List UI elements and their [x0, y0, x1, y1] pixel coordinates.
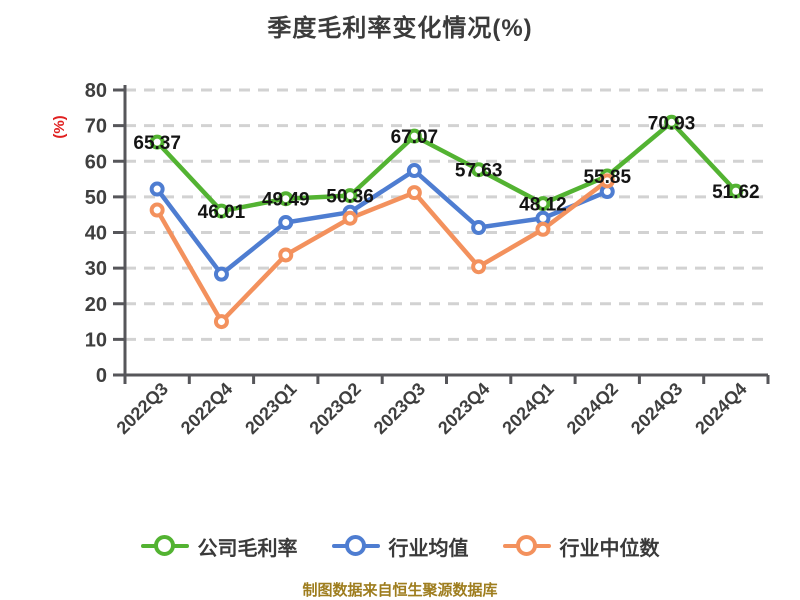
- data-label-company-gross-margin-2022Q4: 46.01: [198, 202, 246, 223]
- data-label-company-gross-margin-2024Q3: 70.93: [648, 113, 696, 134]
- point-industry-median-2023Q1[interactable]: [278, 247, 294, 263]
- point-company-gross-margin-2023Q4[interactable]: [471, 162, 487, 178]
- data-label-company-gross-margin-2023Q1: 49.49: [262, 190, 310, 211]
- x-label-2023Q1: 2023Q1: [241, 379, 300, 438]
- point-industry-mean-2023Q3[interactable]: [406, 163, 422, 179]
- legend-item-industry-median[interactable]: 行业中位数: [502, 532, 660, 561]
- point-company-gross-margin-2024Q1[interactable]: [535, 196, 551, 212]
- legend-label: 公司毛利率: [197, 537, 298, 560]
- y-tick-label-40: 40: [85, 223, 107, 245]
- y-tick-label-20: 20: [85, 294, 107, 316]
- line-marker-icon: [331, 535, 380, 556]
- point-industry-mean-2022Q3[interactable]: [149, 181, 165, 197]
- y-tick-label-50: 50: [85, 187, 107, 209]
- point-industry-median-2023Q3[interactable]: [406, 185, 422, 201]
- y-tick-label-0: 0: [96, 365, 107, 387]
- y-tick-label-80: 80: [85, 80, 107, 102]
- legend-circle-icon: [344, 535, 366, 556]
- data-label-company-gross-margin-2023Q2: 50.36: [326, 187, 374, 208]
- legend-label: 行业均值: [388, 537, 469, 560]
- data-label-company-gross-margin-2024Q2: 55.85: [583, 167, 631, 188]
- point-industry-median-2024Q2[interactable]: [599, 173, 615, 189]
- x-label-2024Q3: 2024Q3: [627, 379, 686, 438]
- x-label-2022Q4: 2022Q4: [177, 379, 236, 438]
- line-marker-icon: [502, 535, 551, 556]
- point-industry-median-2023Q2[interactable]: [342, 210, 358, 226]
- point-company-gross-margin-2023Q1[interactable]: [278, 191, 294, 207]
- point-industry-median-2022Q4[interactable]: [213, 314, 229, 330]
- point-company-gross-margin-2024Q4[interactable]: [728, 183, 744, 199]
- series-line-company-gross-margin: [154, 120, 739, 214]
- x-label-2023Q3: 2023Q3: [370, 379, 429, 438]
- data-label-company-gross-margin-2023Q4: 57.63: [455, 161, 503, 182]
- page-title: 季度毛利率变化情况(%): [267, 15, 533, 42]
- legend-item-company-gross-margin[interactable]: 公司毛利率: [140, 532, 298, 561]
- x-label-2022Q3: 2022Q3: [113, 379, 172, 438]
- legend-circle-icon: [515, 535, 537, 556]
- point-industry-median-2024Q1[interactable]: [535, 221, 551, 237]
- x-label-2023Q2: 2023Q2: [305, 379, 364, 438]
- point-industry-mean-2023Q1[interactable]: [278, 215, 294, 231]
- legend-circle-icon: [153, 535, 175, 556]
- point-industry-median-2023Q4[interactable]: [471, 259, 487, 275]
- point-company-gross-margin-2023Q2[interactable]: [342, 188, 358, 204]
- series-line-industry-median: [154, 178, 610, 324]
- point-company-gross-margin-2022Q3[interactable]: [149, 134, 165, 150]
- data-label-company-gross-margin-2024Q4: 51.62: [712, 182, 760, 203]
- point-company-gross-margin-2024Q3[interactable]: [664, 114, 680, 130]
- series-line-industry-mean: [154, 168, 610, 277]
- x-label-2024Q2: 2024Q2: [563, 379, 622, 438]
- y-tick-label-10: 10: [85, 329, 107, 351]
- data-label-company-gross-margin-2023Q3: 67.07: [391, 127, 439, 148]
- data-label-company-gross-margin-2024Q1: 48.12: [519, 195, 567, 216]
- point-industry-mean-2023Q4[interactable]: [471, 220, 487, 236]
- x-label-2023Q4: 2023Q4: [434, 379, 493, 438]
- x-label-2024Q4: 2024Q4: [691, 379, 750, 438]
- y-tick-label-70: 70: [85, 116, 107, 138]
- data-label-company-gross-margin-2022Q3: 65.37: [133, 133, 181, 154]
- data-source-note: 制图数据来自恒生聚源数据库: [302, 582, 498, 599]
- point-company-gross-margin-2022Q4[interactable]: [213, 203, 229, 219]
- legend-label: 行业中位数: [559, 537, 660, 560]
- chart-legend: 公司毛利率 行业均值 行业中位数: [0, 528, 800, 564]
- legend-item-industry-mean[interactable]: 行业均值: [331, 532, 469, 561]
- y-tick-label-30: 30: [85, 258, 107, 280]
- line-marker-icon: [140, 535, 189, 556]
- point-industry-median-2022Q3[interactable]: [149, 202, 165, 218]
- y-axis-name: (%): [51, 115, 68, 138]
- point-industry-mean-2022Q4[interactable]: [213, 266, 229, 282]
- point-company-gross-margin-2023Q3[interactable]: [406, 128, 422, 144]
- x-label-2024Q1: 2024Q1: [498, 379, 557, 438]
- y-tick-label-60: 60: [85, 151, 107, 173]
